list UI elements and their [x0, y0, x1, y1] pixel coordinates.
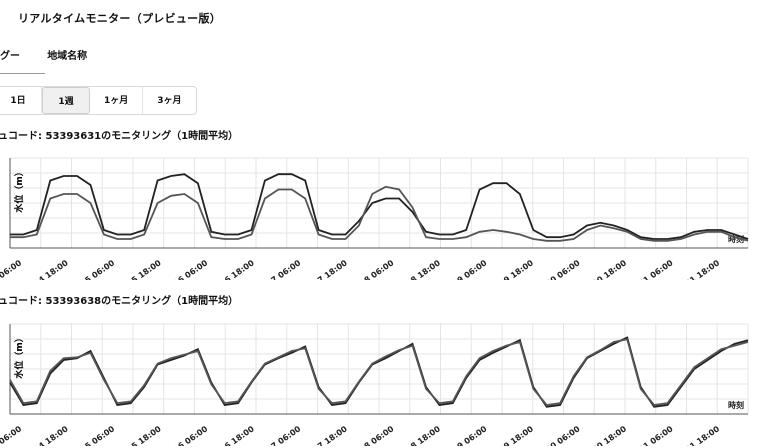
series-line-1	[10, 173, 749, 240]
y-axis-label: 水位（m）	[13, 167, 25, 212]
x-tick-label: 03/18 18:00	[393, 424, 442, 446]
x-tick-label: 03/15 06:00	[67, 258, 116, 280]
x-tick-label: 03/21 06:00	[626, 258, 675, 280]
x-tick-label: 03/16 06:00	[160, 424, 209, 446]
period-button-3m[interactable]: 3ヶ月	[157, 96, 182, 106]
x-tick-label: 03/19 18:00	[486, 258, 535, 280]
x-tick-label: 03/21 06:00	[626, 424, 675, 446]
period-button-1d[interactable]: 1日	[0, 87, 42, 114]
x-tick-label: 03/20 18:00	[579, 424, 628, 446]
x-tick-label: 03/19 18:00	[486, 424, 535, 446]
x-tick-label: 03/18 18:00	[393, 258, 442, 280]
x-axis-unit: 時刻	[728, 400, 744, 410]
x-tick-label: 03/17 18:00	[300, 424, 349, 446]
x-tick-label: 03/16 18:00	[207, 424, 256, 446]
mode-value[interactable]: 地域名称	[47, 51, 88, 62]
series-line-2	[10, 185, 749, 242]
x-tick-label: 03/16 18:00	[207, 258, 256, 280]
y-axis-label: 水位（m）	[13, 333, 25, 378]
chart-title-2: ュコード: 53393638のモニタリング（1時間平均）	[0, 296, 239, 307]
period-button-1w[interactable]: 1週	[42, 87, 90, 114]
series-line-2	[9, 338, 749, 406]
x-tick-label: 03/17 18:00	[300, 258, 349, 280]
series-line-1	[9, 336, 749, 408]
x-tick-label: 03/19 06:00	[440, 258, 489, 280]
x-tick-label: 03/20 06:00	[533, 424, 582, 446]
x-tick-label: 03/21 18:00	[672, 258, 721, 280]
x-tick-label: 03/16 06:00	[160, 258, 209, 280]
x-tick-label: 03/21 18:00	[672, 424, 721, 446]
x-tick-label: 03/14 06:00	[0, 258, 24, 280]
chart-title-1: ュコード: 53393631のモニタリング（1時間平均）	[0, 131, 239, 142]
period-selector: 1日 1週 1ヶ月 3ヶ月	[0, 86, 197, 115]
x-tick-label: 03/15 18:00	[114, 258, 163, 280]
x-tick-label: 03/20 18:00	[579, 258, 628, 280]
x-tick-label: 03/15 18:00	[114, 424, 163, 446]
page-title: リアルタイムモニター（プレビュー版）	[18, 12, 222, 25]
x-axis-unit: 時刻	[728, 234, 744, 244]
x-tick-label: 03/20 06:00	[533, 258, 582, 280]
divider	[0, 73, 45, 74]
x-tick-label: 03/17 06:00	[253, 424, 302, 446]
x-tick-label: 03/14 18:00	[21, 424, 70, 446]
x-tick-label: 03/14 18:00	[21, 258, 70, 280]
x-tick-label: 03/18 06:00	[346, 424, 395, 446]
x-tick-label: 03/17 06:00	[253, 258, 302, 280]
x-tick-label: 03/18 06:00	[346, 258, 395, 280]
x-tick-label: 03/19 06:00	[440, 424, 489, 446]
x-tick-label: 03/14 06:00	[0, 424, 24, 446]
mode-row: グー 地域名称	[0, 47, 111, 62]
x-tick-label: 03/15 06:00	[67, 424, 116, 446]
mode-label: グー	[0, 51, 20, 62]
period-button-1m[interactable]: 1ヶ月	[90, 87, 144, 114]
